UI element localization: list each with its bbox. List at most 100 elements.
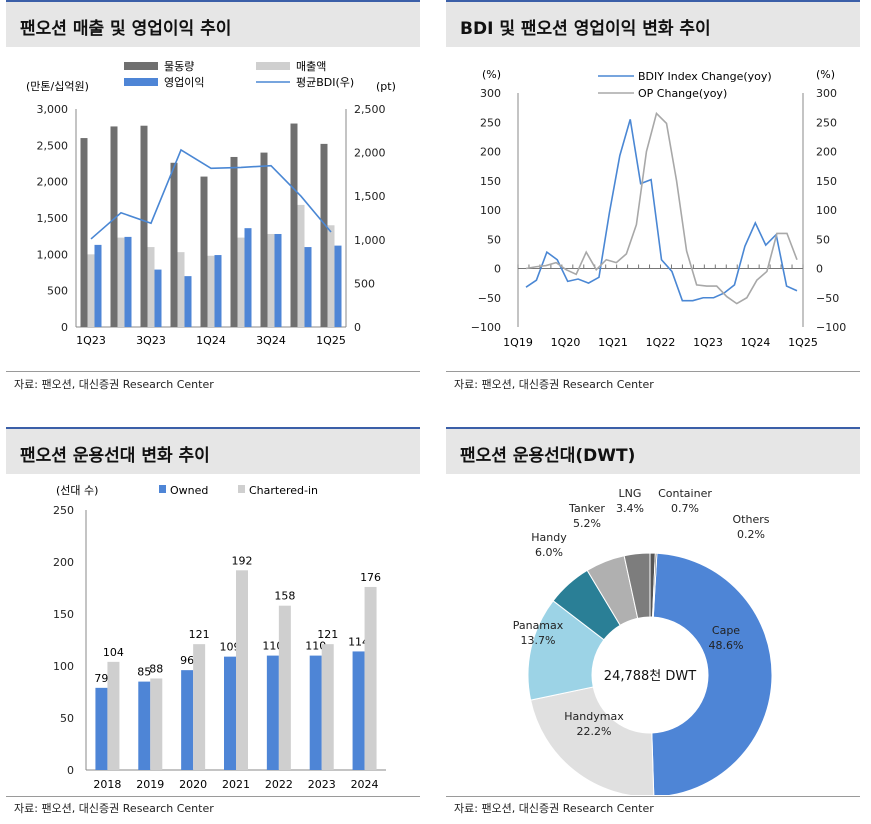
y-tick-label: 150 — [53, 608, 74, 621]
slice-value-label: 13.7% — [521, 634, 556, 647]
data-label: 121 — [317, 628, 338, 641]
y-tick-label-right: 1,000 — [354, 234, 386, 247]
slice-value-label: 0.7% — [671, 502, 699, 515]
panel-top-line — [6, 427, 420, 429]
data-label: 110 — [305, 640, 326, 653]
y-tick-label-right: 100 — [816, 204, 837, 217]
y-axis-label-right: (pt) — [376, 80, 396, 93]
panel-sales-op: 팬오션 매출 및 영업이익 추이 (만톤/십억원) (pt) 3,000 2,500 2… — [6, 0, 420, 395]
y-tick-label-left: −50 — [478, 292, 501, 305]
panel-header: 팬오션 매출 및 영업이익 추이 — [6, 2, 420, 47]
panel-fleet: 팬오션 운용선대 변화 추이 (선대 수) 250 200 150 100 50 0 79 10… — [6, 427, 420, 822]
y-tick-label: 100 — [53, 660, 74, 673]
panel-footer-line — [6, 796, 420, 797]
y-tick-label-right: 300 — [816, 87, 837, 100]
y-tick-label-right: 150 — [816, 175, 837, 188]
line-series-bdi — [90, 148, 332, 240]
slice-value-label: 5.2% — [573, 517, 601, 530]
y-tick-label-left: 200 — [480, 146, 501, 159]
panel-footer-line — [446, 796, 860, 797]
slice-name-label: LNG — [619, 487, 642, 500]
slice-name-label: Cape — [712, 624, 740, 637]
x-tick-label: 1Q22 — [646, 336, 676, 349]
bar-Owned — [309, 655, 322, 770]
bar-물동량 — [320, 143, 328, 327]
y-tick-label-right: −100 — [816, 321, 846, 334]
bar-물동량 — [140, 125, 148, 327]
source-note: 자료: 팬오션, 대신증권 Research Center — [454, 378, 654, 391]
legend-label: OP Change(yoy) — [638, 87, 727, 100]
legend-label: 매출액 — [296, 60, 326, 73]
bar-매출액 — [117, 237, 125, 327]
data-label: 110 — [262, 640, 283, 653]
bar-Chartered-in — [193, 644, 206, 770]
slice-name-label: Container — [658, 487, 712, 500]
y-tick-label-left: 0 — [494, 263, 501, 276]
y-tick-label-right: 1,500 — [354, 190, 386, 203]
y-tick-label-right: 0 — [354, 321, 361, 334]
x-tick-label: 2018 — [93, 778, 121, 791]
y-axis-label: (선대 수) — [56, 484, 98, 497]
slice-value-label: 22.2% — [577, 725, 612, 738]
y-tick-label-left: −100 — [471, 321, 501, 334]
legend-swatch — [124, 62, 158, 70]
bar-매출액 — [207, 255, 215, 327]
x-tick-label: 1Q20 — [551, 336, 581, 349]
pie-slice-others — [652, 552, 658, 618]
slice-value-label: 48.6% — [709, 639, 744, 652]
x-tick-label: 2020 — [179, 778, 207, 791]
bar-Owned — [352, 651, 365, 770]
legend-swatch — [124, 78, 158, 86]
bar-영업이익 — [94, 244, 102, 327]
panel-header: 팬오션 운용선대(DWT) — [446, 429, 860, 474]
bar-물동량 — [110, 126, 118, 327]
data-label: 176 — [360, 571, 381, 584]
y-tick-label-left: 150 — [480, 175, 501, 188]
bar-Owned — [266, 655, 279, 770]
bar-Chartered-in — [150, 678, 163, 770]
legend-label: 물동량 — [164, 60, 194, 73]
y-tick-label-right: 2,500 — [354, 103, 386, 116]
x-tick-label: 2024 — [351, 778, 379, 791]
y-tick-label-right: 2,000 — [354, 147, 386, 160]
bar-매출액 — [297, 204, 305, 327]
x-tick-label: 1Q19 — [503, 336, 533, 349]
bar-매출액 — [87, 254, 95, 327]
data-label: 158 — [274, 590, 295, 603]
slice-value-label: 3.4% — [616, 502, 644, 515]
bar-매출액 — [267, 233, 275, 327]
chart-title: 팬오션 운용선대 변화 추이 — [20, 446, 210, 466]
data-label: 192 — [232, 554, 253, 567]
y-tick-label-left: 1,500 — [37, 212, 69, 225]
legend-label: BDIY Index Change(yoy) — [638, 70, 772, 83]
bar-매출액 — [327, 225, 335, 327]
slice-name-label: Others — [733, 513, 770, 526]
slice-name-label: Handy — [531, 531, 567, 544]
chart-sales-op: (만톤/십억원) (pt) 3,000 2,500 2,000 1,500 1,000 500… — [26, 60, 396, 347]
legend-label: 영업이익 — [164, 76, 204, 89]
bar-Chartered-in — [278, 605, 291, 770]
legend-swatch — [238, 485, 245, 493]
bar-Chartered-in — [107, 661, 120, 770]
panel-footer-line — [6, 371, 420, 372]
chart-fleet-dwt: Cape 48.6% Handymax 22.2% Panamax 13.7% Handy 6… — [513, 487, 773, 795]
bar-물동량 — [170, 162, 178, 327]
bar-영업이익 — [304, 247, 312, 327]
x-tick-label: 3Q24 — [256, 334, 286, 347]
y-tick-label-right: −50 — [816, 292, 839, 305]
y-tick-label-left: 2,500 — [37, 139, 69, 152]
bar-물동량 — [290, 123, 298, 328]
bar-영업이익 — [274, 233, 282, 327]
x-tick-label: 1Q24 — [741, 336, 771, 349]
y-tick-label-left: 2,000 — [37, 176, 69, 189]
data-label: 114 — [348, 635, 369, 648]
x-tick-label: 1Q23 — [76, 334, 106, 347]
x-tick-label: 1Q25 — [788, 336, 818, 349]
x-tick-label: 2021 — [222, 778, 250, 791]
source-note: 자료: 팬오션, 대신증권 Research Center — [14, 802, 214, 815]
chart-bdi-op: (%) (%) 300 250 200 150 100 50 0 −50 −100 300 250 200… — [471, 68, 846, 349]
y-tick-label: 250 — [53, 504, 74, 517]
chart-title: 팬오션 매출 및 영업이익 추이 — [20, 19, 232, 39]
slice-name-label: Handymax — [564, 710, 624, 723]
bar-물동량 — [260, 152, 268, 327]
